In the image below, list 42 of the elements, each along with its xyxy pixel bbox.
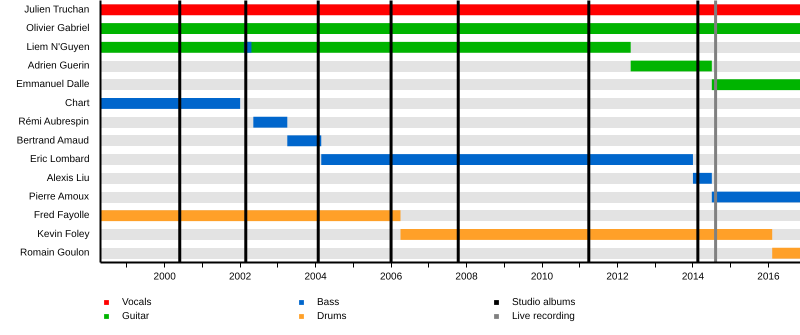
y-tick-label: Chart [65,98,90,109]
bar [400,229,772,240]
x-tick-label: 2002 [229,272,252,282]
legend-label: Live recording [512,310,576,322]
legend-label: Guitar [122,310,150,322]
bar [100,4,800,16]
bar [287,135,322,146]
y-tick-label: Olivier Gabriel [26,23,90,34]
y-tick-label: Pierre Amoux [28,192,89,202]
bar [712,192,800,202]
x-tick-label: 2010 [530,272,554,282]
x-tick-label: 2000 [154,272,176,282]
y-tick-label: Romain Goulon [20,248,90,259]
y-tick-label: Kevin Foley [37,228,90,240]
legend-label: Drums [317,310,348,322]
y-tick-label: Liem N'Guyen [26,42,90,53]
y-tick-label: Alexis Liu [46,172,90,184]
bar [100,98,240,109]
bar [253,116,288,128]
bar [321,154,693,165]
y-tick-label: Rémi Aubrespin [18,116,89,128]
bar [712,79,800,90]
legend-label: Studio albums [512,296,576,308]
y-tick-label: Julien Truchan [24,4,90,16]
bar [100,23,800,34]
x-tick-label: 2012 [606,272,630,282]
x-tick-label: 2004 [304,272,328,282]
x-tick-label: 2006 [380,272,403,282]
legend-label: Bass [317,296,340,308]
y-tick-label: Bertrand Amaud [16,135,89,146]
x-tick-label: 2014 [682,272,705,282]
bar [100,210,400,222]
x-tick-label: 2008 [455,272,478,282]
bar [630,60,712,72]
legend-label: Vocals [122,296,152,308]
y-tick-label: Adrien Guerin [28,60,90,72]
bar [100,42,631,53]
y-tick-label: Emmanuel Dalle [16,79,90,90]
y-tick-label: Eric Lombard [30,154,90,166]
bar [772,248,800,259]
x-tick-label: 2016 [757,272,780,282]
y-tick-label: Fred Fayolle [34,210,90,222]
